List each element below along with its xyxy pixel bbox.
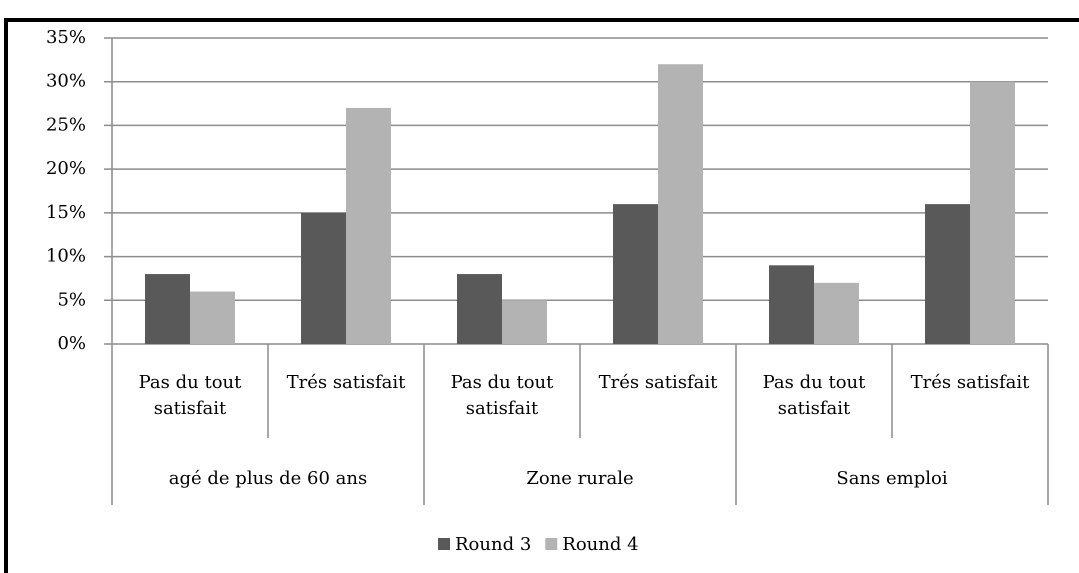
frame bbox=[4, 18, 1079, 573]
legend-label: Round 4 bbox=[562, 534, 638, 555]
x-tick-label: Pas du tout satisfait bbox=[450, 372, 554, 419]
bar bbox=[925, 204, 970, 344]
bar bbox=[346, 107, 391, 344]
bar bbox=[814, 282, 859, 344]
y-tick-label: 0% bbox=[57, 333, 86, 354]
bar bbox=[190, 291, 235, 344]
bar bbox=[769, 265, 814, 344]
bar bbox=[613, 204, 658, 344]
y-tick-label: 35% bbox=[46, 27, 86, 48]
legend-swatch bbox=[438, 538, 450, 550]
y-tick-label: 25% bbox=[46, 114, 86, 135]
bar bbox=[145, 274, 190, 344]
group-label: agé de plus de 60 ans bbox=[168, 468, 368, 489]
group-label: Sans emploi bbox=[836, 468, 948, 489]
bar bbox=[457, 274, 502, 344]
bar bbox=[970, 81, 1015, 344]
x-tick-label: Trés satisfait bbox=[910, 372, 1030, 393]
x-tick-label: Pas du tout satisfait bbox=[138, 372, 242, 419]
y-tick-label: 15% bbox=[46, 202, 86, 223]
x-tick-label: Pas du tout satisfait bbox=[762, 372, 866, 419]
x-tick-label: Trés satisfait bbox=[598, 372, 718, 393]
y-tick-label: 20% bbox=[46, 158, 86, 179]
bar bbox=[301, 212, 346, 344]
bar bbox=[502, 300, 547, 344]
y-tick-label: 5% bbox=[57, 289, 86, 310]
y-tick-label: 10% bbox=[46, 246, 86, 267]
x-tick-label: Trés satisfait bbox=[286, 372, 406, 393]
legend-label: Round 3 bbox=[455, 534, 531, 555]
legend-swatch bbox=[545, 538, 558, 550]
y-tick-label: 30% bbox=[46, 71, 86, 92]
group-label: Zone rurale bbox=[526, 468, 634, 489]
bar bbox=[658, 64, 703, 344]
